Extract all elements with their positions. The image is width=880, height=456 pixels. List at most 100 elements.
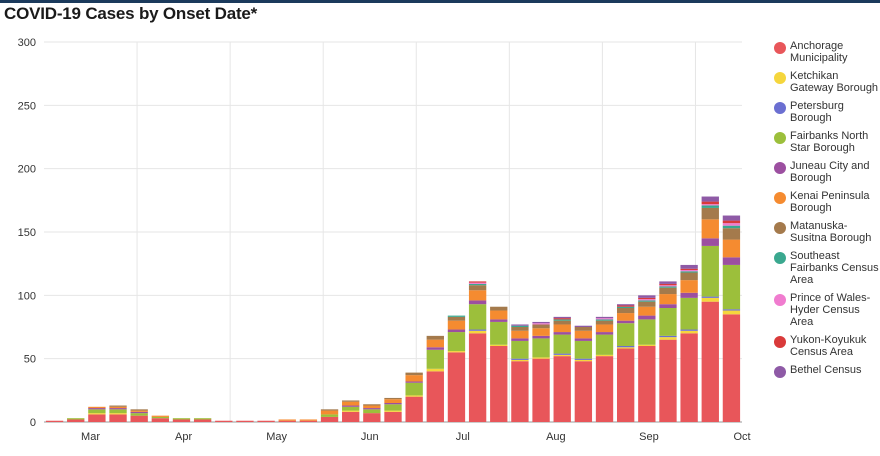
bar-segment[interactable]	[638, 346, 656, 422]
bar-segment[interactable]	[638, 301, 656, 307]
bar-segment[interactable]	[511, 359, 529, 362]
bar-segment[interactable]	[574, 340, 593, 359]
bar-segment[interactable]	[638, 297, 656, 300]
bar-segment[interactable]	[553, 332, 571, 335]
bar-segment[interactable]	[595, 354, 614, 357]
bar-segment[interactable]	[595, 324, 614, 333]
bar-segment[interactable]	[468, 285, 487, 291]
bar-segment[interactable]	[490, 306, 508, 311]
bar-segment[interactable]	[553, 354, 571, 357]
bar-segment[interactable]	[193, 419, 212, 422]
bar-segment[interactable]	[553, 320, 571, 325]
bar-segment[interactable]	[616, 348, 635, 422]
bar-segment[interactable]	[468, 329, 487, 331]
bar-segment[interactable]	[468, 330, 487, 334]
bar-segment[interactable]	[574, 330, 593, 339]
bar-segment[interactable]	[553, 356, 571, 422]
bar-segment[interactable]	[468, 304, 487, 330]
bar-segment[interactable]	[363, 409, 381, 414]
bar-segment[interactable]	[88, 414, 106, 422]
bar-segment[interactable]	[638, 344, 656, 346]
bar-segment[interactable]	[342, 410, 360, 412]
bar-segment[interactable]	[574, 358, 593, 360]
bar-segment[interactable]	[342, 406, 360, 411]
bar-segment[interactable]	[595, 320, 614, 325]
bar-segment[interactable]	[659, 337, 677, 340]
bar-segment[interactable]	[532, 358, 550, 422]
bar-segment[interactable]	[701, 245, 719, 297]
bar-segment[interactable]	[130, 409, 148, 411]
bar-segment[interactable]	[278, 419, 296, 421]
bar-segment[interactable]	[490, 321, 508, 345]
bar-segment[interactable]	[532, 335, 550, 339]
bar-segment[interactable]	[638, 295, 656, 298]
bar-segment[interactable]	[151, 415, 170, 417]
bar-segment[interactable]	[574, 359, 593, 362]
bar-segment[interactable]	[342, 411, 360, 422]
bar-segment[interactable]	[468, 300, 487, 305]
bar-segment[interactable]	[299, 420, 318, 422]
bar-segment[interactable]	[680, 280, 698, 293]
bar-segment[interactable]	[490, 346, 508, 422]
bar-segment[interactable]	[88, 408, 106, 410]
bar-segment[interactable]	[299, 419, 318, 421]
bar-segment[interactable]	[701, 219, 719, 239]
bar-segment[interactable]	[511, 327, 529, 331]
bar-segment[interactable]	[109, 405, 127, 407]
bar-segment[interactable]	[701, 207, 719, 220]
bar-segment[interactable]	[595, 316, 614, 319]
bar-segment[interactable]	[680, 270, 698, 272]
bar-segment[interactable]	[680, 271, 698, 273]
bar-segment[interactable]	[659, 294, 677, 305]
bar-segment[interactable]	[278, 420, 296, 422]
bar-segment[interactable]	[680, 333, 698, 422]
bar-segment[interactable]	[595, 356, 614, 422]
bar-segment[interactable]	[532, 324, 550, 329]
bar-segment[interactable]	[722, 239, 741, 258]
bar-segment[interactable]	[659, 287, 677, 295]
bar-segment[interactable]	[532, 328, 550, 336]
bar-segment[interactable]	[638, 319, 656, 345]
bar-segment[interactable]	[172, 418, 191, 420]
bar-segment[interactable]	[659, 308, 677, 336]
bar-segment[interactable]	[680, 330, 698, 334]
bar-segment[interactable]	[701, 238, 719, 246]
bar-segment[interactable]	[109, 409, 127, 414]
bar-segment[interactable]	[680, 264, 698, 269]
bar-segment[interactable]	[405, 382, 423, 396]
bar-segment[interactable]	[320, 409, 339, 411]
bar-segment[interactable]	[130, 411, 148, 414]
bar-segment[interactable]	[426, 347, 444, 350]
bar-segment[interactable]	[426, 349, 444, 369]
bar-segment[interactable]	[384, 411, 402, 422]
bar-segment[interactable]	[532, 321, 550, 324]
bar-segment[interactable]	[109, 406, 127, 409]
bar-segment[interactable]	[722, 228, 741, 240]
bar-segment[interactable]	[193, 418, 212, 420]
bar-segment[interactable]	[722, 314, 741, 422]
bar-segment[interactable]	[215, 420, 233, 422]
bar-segment[interactable]	[659, 281, 677, 284]
bar-segment[interactable]	[722, 225, 741, 229]
bar-segment[interactable]	[680, 268, 698, 270]
bar-segment[interactable]	[595, 332, 614, 335]
bar-segment[interactable]	[447, 351, 466, 353]
bar-segment[interactable]	[130, 413, 148, 416]
bar-segment[interactable]	[405, 396, 423, 422]
bar-segment[interactable]	[701, 205, 719, 208]
bar-segment[interactable]	[405, 381, 423, 383]
bar-segment[interactable]	[320, 416, 339, 422]
bar-segment[interactable]	[384, 399, 402, 403]
bar-segment[interactable]	[172, 419, 191, 422]
bar-segment[interactable]	[722, 309, 741, 311]
bar-segment[interactable]	[490, 344, 508, 346]
legend-item[interactable]: Yukon-Koyukuk Census Area	[772, 334, 880, 358]
bar-segment[interactable]	[638, 300, 656, 302]
bar-segment[interactable]	[532, 357, 550, 359]
bar-segment[interactable]	[701, 297, 719, 302]
legend-item[interactable]: Southeast Fairbanks Census Area	[772, 250, 880, 286]
bar-segment[interactable]	[490, 319, 508, 322]
bar-segment[interactable]	[638, 315, 656, 320]
bar-segment[interactable]	[363, 408, 381, 410]
legend-item[interactable]: Ketchikan Gateway Borough	[772, 70, 880, 94]
